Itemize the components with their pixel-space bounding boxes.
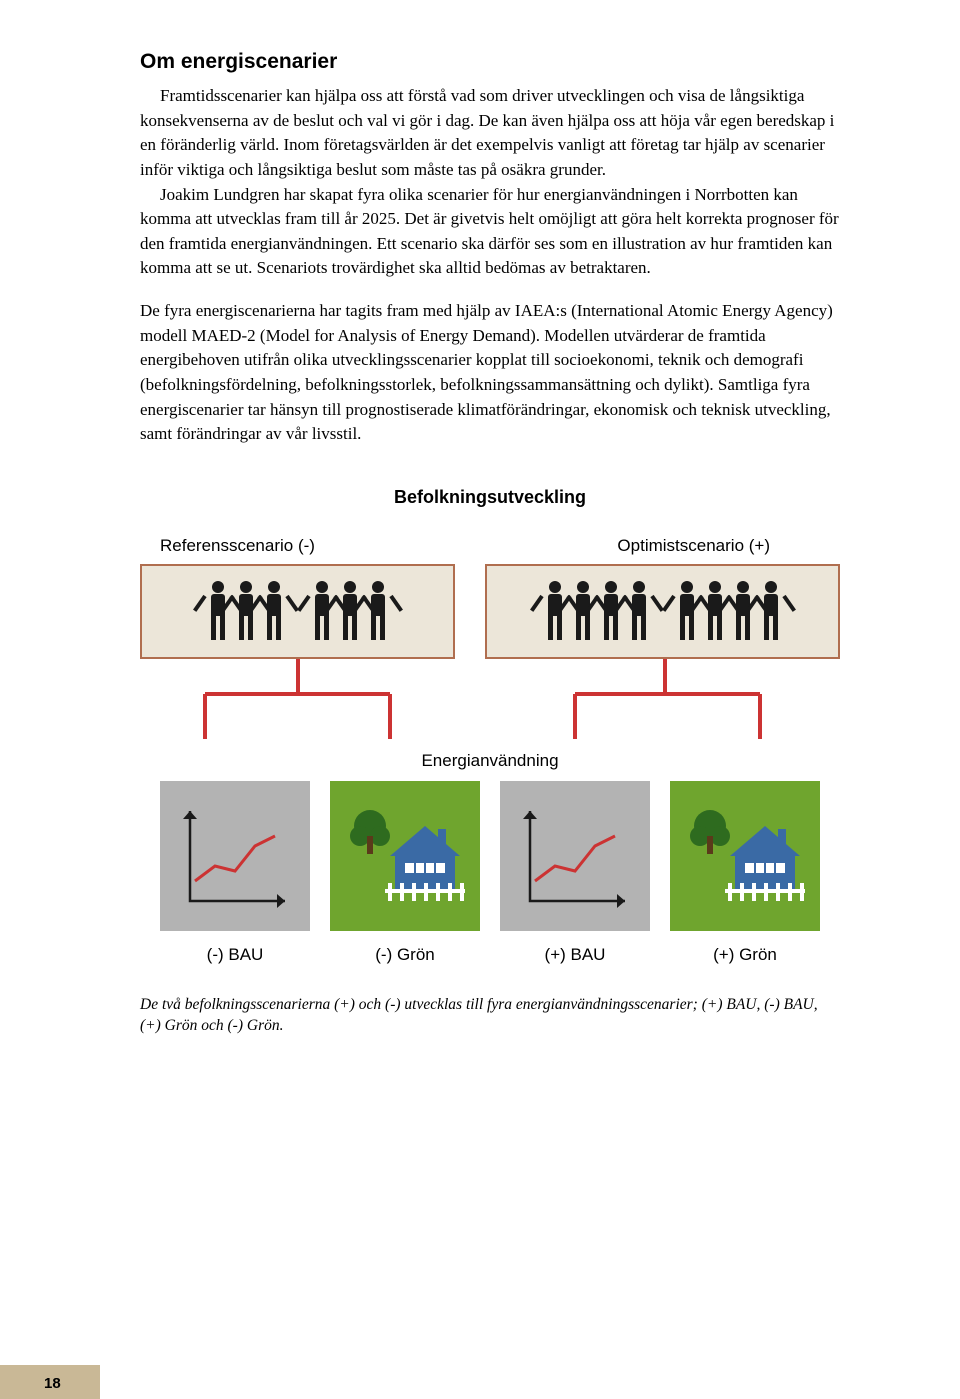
people-icon <box>541 581 653 641</box>
optimist-people-box <box>485 564 840 659</box>
page-number: 18 <box>44 1375 61 1392</box>
people-icon <box>673 581 785 641</box>
befolkning-title: Befolkningsutveckling <box>140 487 840 508</box>
reference-people-box <box>140 564 455 659</box>
people-icon <box>308 581 392 641</box>
tile-label-3: (+) Grön <box>670 945 820 965</box>
diagram-caption: De två befolkningsscenarierna (+) och (-… <box>140 995 840 1037</box>
para1b-text: Joakim Lundgren har skapat fyra olika sc… <box>140 185 839 278</box>
tile-bau-minus <box>160 781 310 931</box>
paragraph-2: De fyra energiscenarierna har tagits fra… <box>140 299 840 447</box>
paragraph-1: Framtidsscenarier kan hjälpa oss att för… <box>140 84 840 281</box>
energi-title: Energianvändning <box>140 751 840 771</box>
tile-green-minus <box>330 781 480 931</box>
tile-label-1: (-) Grön <box>330 945 480 965</box>
para1-text: Framtidsscenarier kan hjälpa oss att för… <box>140 86 834 179</box>
reference-scenario-label: Referensscenario (-) <box>160 536 315 556</box>
tile-bau-plus <box>500 781 650 931</box>
tile-label-0: (-) BAU <box>160 945 310 965</box>
tile-green-plus <box>670 781 820 931</box>
tile-label-2: (+) BAU <box>500 945 650 965</box>
section-title: Om energiscenarier <box>140 50 840 74</box>
people-icon <box>204 581 288 641</box>
connector-lines <box>140 659 840 739</box>
optimist-scenario-label: Optimistscenario (+) <box>617 536 770 556</box>
scenario-diagram: Befolkningsutveckling Referensscenario (… <box>140 487 840 1037</box>
